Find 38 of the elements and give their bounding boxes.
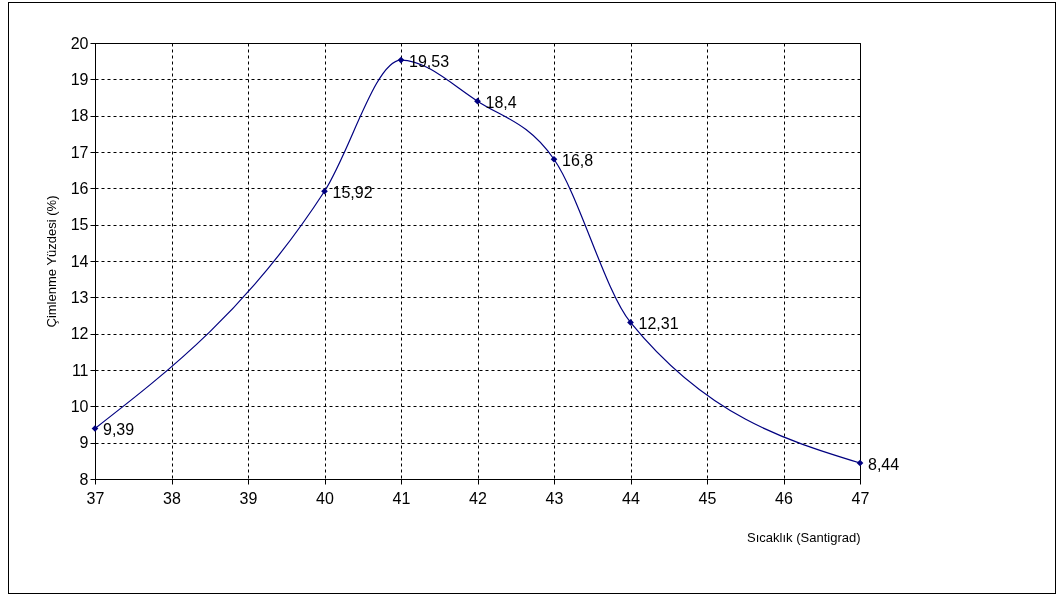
y-tick-label: 17 xyxy=(70,143,89,161)
x-tick-label: 38 xyxy=(163,489,181,507)
y-tick-label: 12 xyxy=(70,325,89,343)
data-label: 8,44 xyxy=(868,456,900,474)
point xyxy=(550,155,558,163)
y-tick-label: 16 xyxy=(70,179,89,197)
x-tick-label: 44 xyxy=(622,489,640,507)
x-tick-label: 40 xyxy=(316,489,334,507)
point xyxy=(397,56,405,64)
x-tick-label: 45 xyxy=(698,489,717,507)
data-label: 9,39 xyxy=(103,421,135,439)
x-tick-label: 43 xyxy=(545,489,564,507)
x-axis-title: Sıcaklık (Santigrad) xyxy=(747,529,861,545)
data-label: 12,31 xyxy=(638,315,679,333)
x-tick-label: 39 xyxy=(239,489,258,507)
data-label: 18,4 xyxy=(485,94,517,112)
y-tick-label: 13 xyxy=(70,288,89,306)
y-tick-label: 8 xyxy=(79,470,89,488)
y-tick-label: 19 xyxy=(70,70,89,88)
x-tick-label: 47 xyxy=(851,489,870,507)
x-tick-label: 37 xyxy=(86,489,105,507)
y-axis-title: Çimlenme Yüzdesi (%) xyxy=(43,195,59,328)
data-label: 19,53 xyxy=(409,53,450,71)
y-tick-label: 15 xyxy=(70,216,89,234)
y-tick-label: 18 xyxy=(70,107,89,125)
point xyxy=(627,319,634,326)
data-label: 16,8 xyxy=(562,152,594,170)
y-tick-label: 14 xyxy=(70,252,89,270)
point xyxy=(856,459,864,467)
point xyxy=(321,187,328,195)
y-tick-label: 10 xyxy=(70,397,89,415)
x-tick-label: 46 xyxy=(775,489,793,507)
x-tick-label: 41 xyxy=(392,489,411,507)
y-tick-label: 9 xyxy=(79,434,89,452)
y-tick-label: 11 xyxy=(71,361,89,379)
x-tick-label: 42 xyxy=(469,489,487,507)
y-tick-label: 20 xyxy=(70,34,89,52)
data-label: 15,92 xyxy=(332,184,373,202)
